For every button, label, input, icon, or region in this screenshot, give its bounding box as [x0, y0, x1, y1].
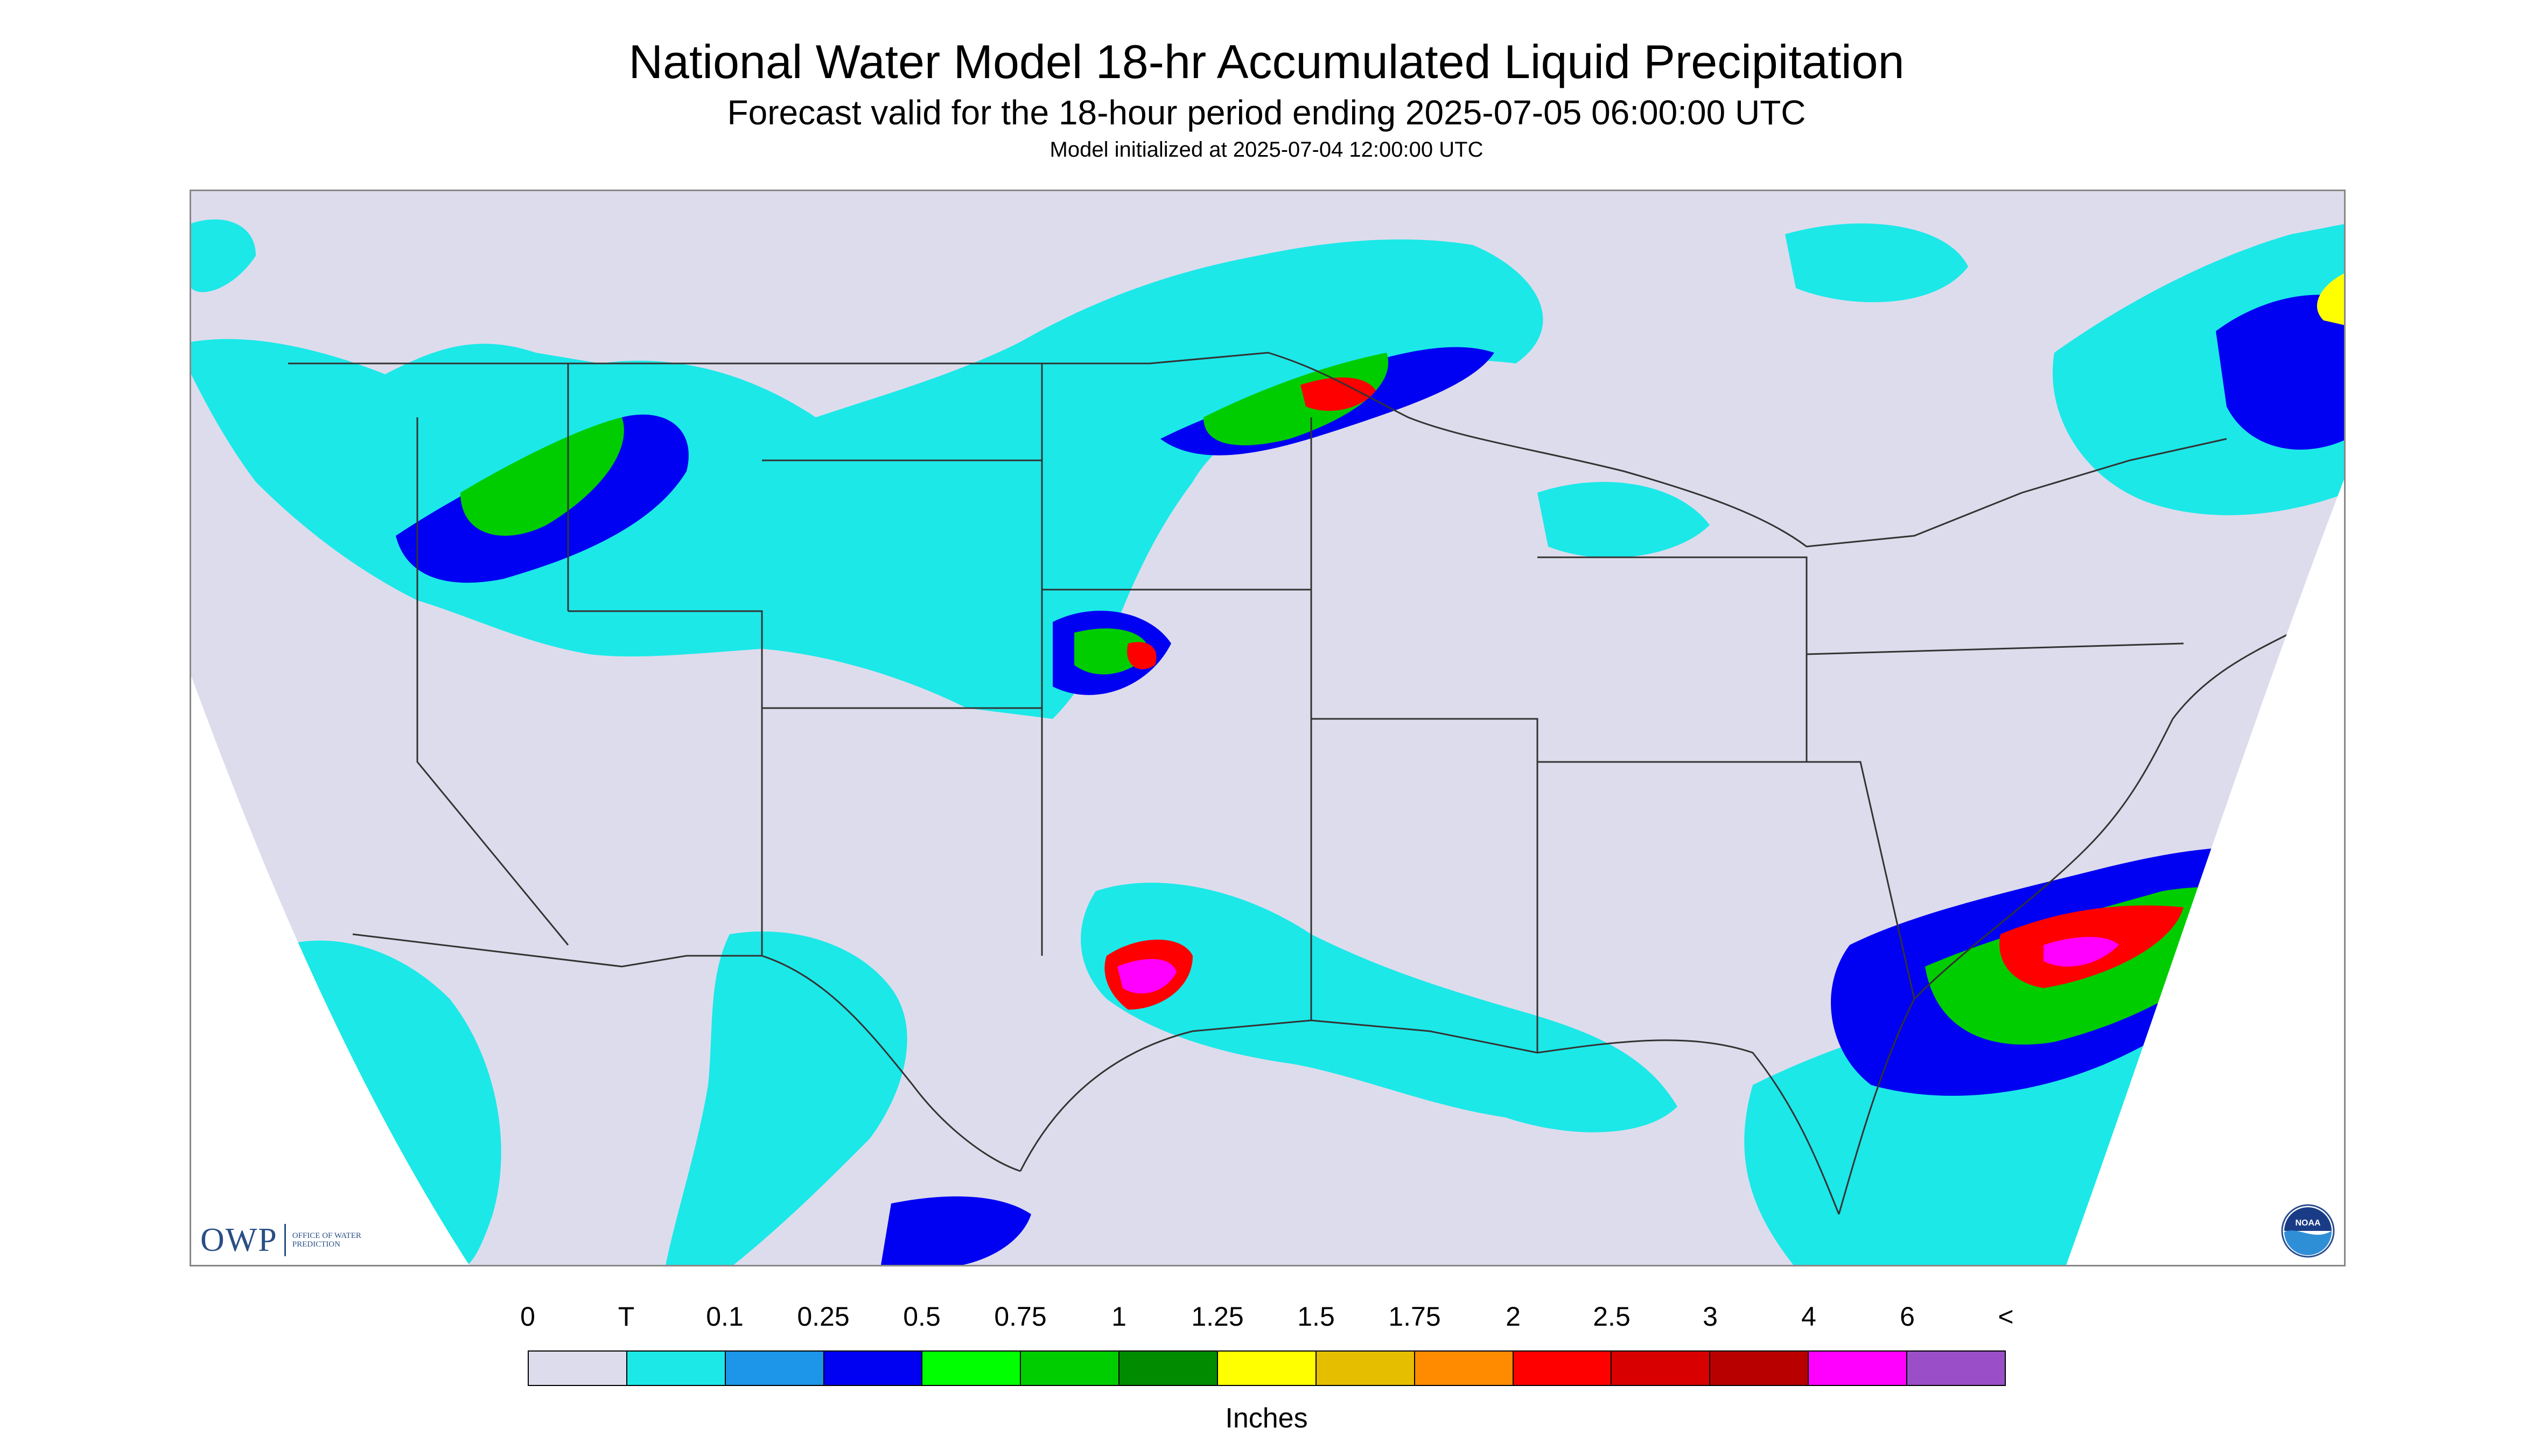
legend-swatch [1710, 1352, 1809, 1385]
gulf-coastline [1019, 1019, 1840, 1215]
legend-swatch [1513, 1352, 1612, 1385]
legend-swatch [1809, 1352, 1908, 1385]
mexico-us-border [352, 933, 1021, 1172]
state-line [1537, 761, 1915, 999]
atlantic-coastline [1838, 632, 2292, 1215]
owp-logo: OWP OFFICE OF WATER PREDICTION [200, 1221, 362, 1259]
legend-tick-label: 0 [520, 1301, 535, 1332]
noaa-logo-text: NOAA [2295, 1219, 2321, 1228]
precip-area-light [1537, 482, 1710, 558]
legend-swatch [1316, 1352, 1415, 1385]
precip-area-light [191, 219, 256, 292]
state-line [1806, 642, 2184, 655]
map-canvas [191, 219, 2344, 1265]
precipitation-areas [191, 219, 2344, 1265]
state-line [1537, 556, 1808, 762]
precip-area-intense [2044, 937, 2119, 967]
legend-swatch [529, 1352, 627, 1385]
precip-area-heavy [460, 417, 624, 536]
precip-area-moderate [881, 1196, 1031, 1265]
legend-swatch [725, 1352, 824, 1385]
legend-swatch [824, 1352, 923, 1385]
legend-tick-label: 4 [1801, 1301, 1816, 1332]
boundary-lines [288, 352, 2292, 1215]
legend-tick-label: 3 [1703, 1301, 1718, 1332]
legend-swatch [922, 1352, 1021, 1385]
legend-swatch [627, 1352, 726, 1385]
owp-logo-letters: OWP [200, 1221, 278, 1258]
state-line [416, 417, 569, 946]
outside-domain-mask [191, 479, 2344, 1265]
legend-tick-label: 1 [1111, 1301, 1126, 1332]
legend-tick-label: 2 [1506, 1301, 1521, 1332]
model-init-note: Model initialized at 2025-07-04 12:00:00… [1049, 138, 1484, 162]
legend-swatch [1612, 1352, 1711, 1385]
map-title: National Water Model 18-hr Accumulated L… [628, 35, 1905, 88]
state-line [1311, 718, 1538, 1053]
legend-tick-label: 6 [1900, 1301, 1915, 1332]
map-subtitle: Forecast valid for the 18-hour period en… [727, 93, 1806, 132]
legend-tick-label: 1.5 [1297, 1301, 1335, 1332]
state-line [568, 610, 763, 708]
legend-tick-label: 0.1 [706, 1301, 744, 1332]
legend-tick-label: 0.75 [994, 1301, 1047, 1332]
precipitation-map [190, 190, 2346, 1266]
legend-tick-label: 0.5 [903, 1301, 941, 1332]
noaa-logo-sea [2284, 1230, 2332, 1256]
outside-domain-right [2066, 479, 2344, 1265]
state-line [761, 707, 1042, 956]
legend-swatch [1218, 1352, 1317, 1385]
precip-area-light [666, 931, 907, 1265]
precip-area-intense [2317, 274, 2344, 325]
precip-area-intense [1117, 959, 1177, 993]
noaa-logo: NOAA [2281, 1204, 2335, 1258]
owp-logo-text: OFFICE OF WATER PREDICTION [292, 1231, 361, 1249]
precip-area-intense [1300, 377, 1376, 411]
legend-tick-label: 2.5 [1593, 1301, 1631, 1332]
legend-tick-label: T [618, 1301, 635, 1332]
legend-tick-label: 0.25 [797, 1301, 850, 1332]
legend-swatch [1021, 1352, 1120, 1385]
legend-tick-label: 1.25 [1191, 1301, 1244, 1332]
precip-area-light [191, 239, 1543, 719]
outside-domain-left [191, 676, 470, 1265]
canada-us-border [288, 352, 2227, 548]
legend-colorbar [528, 1350, 2006, 1386]
owp-logo-divider [284, 1224, 286, 1256]
precip-area-light [1081, 883, 1677, 1132]
precip-area-heavy [1203, 353, 1389, 445]
legend-tick-label: < [1998, 1301, 2014, 1332]
precip-area-intense [1127, 642, 1157, 669]
noaa-logo-sky [2284, 1207, 2332, 1231]
legend-swatch [1415, 1352, 1514, 1385]
precip-area-light [1785, 223, 1968, 303]
precip-area-moderate [2216, 295, 2344, 450]
legend-tick-label: 1.75 [1388, 1301, 1441, 1332]
legend-swatch [1119, 1352, 1219, 1385]
legend-swatch [1907, 1352, 2005, 1385]
legend-units: Inches [1225, 1403, 1308, 1434]
